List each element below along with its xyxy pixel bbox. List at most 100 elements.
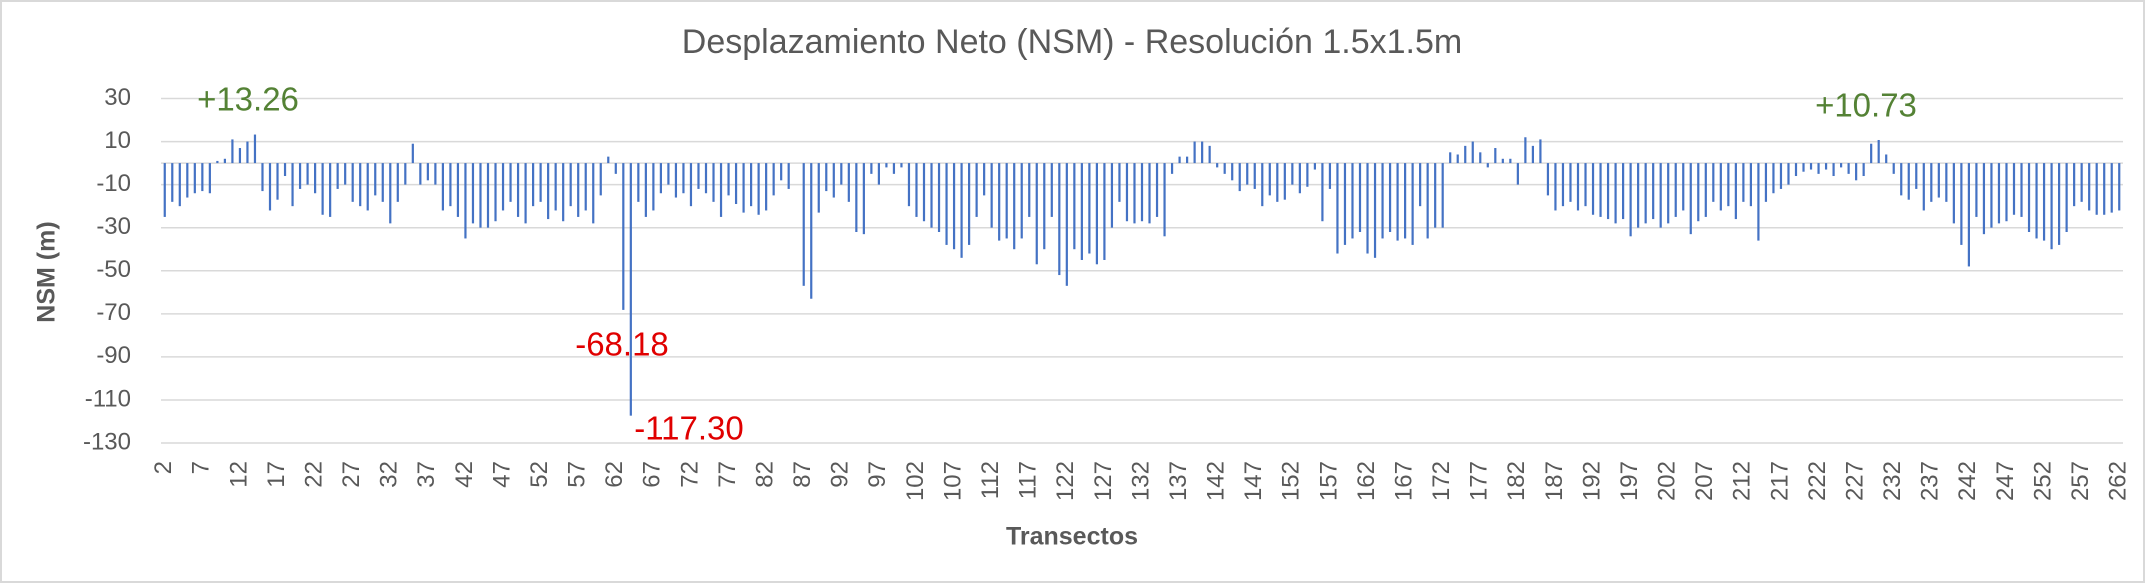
bar	[1599, 163, 1602, 217]
bar	[599, 163, 602, 196]
x-tick-label: 197	[1616, 461, 1643, 501]
bar	[952, 163, 956, 250]
x-tick-label: 107	[939, 461, 966, 501]
bar	[216, 160, 219, 164]
bar	[652, 163, 655, 211]
x-tick-label: 82	[751, 461, 778, 488]
bar	[359, 163, 362, 207]
bar	[231, 139, 234, 164]
bar	[577, 163, 580, 217]
bar	[171, 163, 174, 202]
x-tick-label: 142	[1203, 461, 1230, 501]
bar	[276, 163, 279, 200]
x-tick-label: 12	[225, 461, 252, 488]
bar	[1261, 163, 1264, 207]
bar	[291, 163, 294, 207]
bar	[2050, 163, 2053, 250]
annotation: +13.26	[197, 81, 299, 118]
bar	[1464, 145, 1467, 164]
bar	[1238, 163, 1241, 192]
bar	[1802, 163, 1805, 172]
bar	[1847, 163, 1850, 174]
bar	[1742, 163, 1745, 202]
bar	[1193, 141, 1196, 164]
bar	[1764, 163, 1768, 202]
bar	[1794, 163, 1798, 177]
bar	[1855, 163, 1858, 181]
bar	[1531, 145, 1534, 164]
bar	[1170, 163, 1174, 174]
bar	[381, 163, 384, 202]
bar	[892, 163, 896, 174]
bar	[1133, 163, 1136, 224]
bar	[396, 163, 399, 202]
bar	[1058, 163, 1061, 276]
bar	[1922, 163, 1925, 211]
bar	[329, 163, 332, 217]
bar	[1381, 163, 1384, 239]
x-tick-label: 207	[1691, 461, 1718, 501]
x-tick-label: 57	[564, 461, 591, 488]
x-tick-label: 227	[1841, 461, 1868, 501]
bar	[208, 163, 211, 194]
bar	[712, 163, 715, 202]
bar	[2058, 163, 2061, 245]
bar	[389, 163, 392, 224]
bar	[1945, 163, 1948, 202]
bar	[449, 163, 452, 207]
bar	[246, 141, 249, 164]
bar	[374, 163, 377, 196]
x-tick-label: 187	[1541, 461, 1568, 501]
x-tick-label: 112	[977, 461, 1004, 499]
bar	[1291, 163, 1294, 185]
bar	[1201, 141, 1204, 164]
bar	[1095, 163, 1098, 265]
bar	[464, 163, 467, 239]
bar	[419, 163, 422, 185]
bar	[998, 163, 1001, 241]
bar	[622, 163, 625, 310]
bar	[2065, 163, 2068, 232]
bar	[1253, 163, 1256, 189]
y-axis-title: NSM (m)	[33, 221, 61, 322]
bar	[1569, 163, 1572, 202]
y-tick-label: -130	[83, 428, 131, 455]
bar	[2005, 163, 2008, 222]
bar	[516, 163, 520, 217]
x-tick-label: 257	[2067, 461, 2094, 501]
bar	[1576, 163, 1580, 211]
bar	[855, 163, 858, 232]
bar	[1637, 163, 1640, 228]
x-tick-label: 172	[1428, 461, 1455, 501]
x-tick-label: 192	[1578, 461, 1605, 501]
bar	[486, 163, 490, 228]
bar	[1749, 163, 1752, 207]
bar	[2012, 163, 2016, 215]
bar	[1163, 163, 1166, 237]
bar	[727, 163, 730, 196]
bar	[817, 163, 820, 213]
bar	[1110, 163, 1114, 228]
x-tick-label: 27	[338, 461, 365, 488]
bar	[772, 163, 775, 196]
bar	[1644, 163, 1647, 224]
bar	[306, 163, 309, 185]
bar	[524, 163, 527, 224]
bar	[810, 163, 813, 299]
bar	[441, 163, 444, 211]
bar	[1667, 163, 1670, 224]
bar	[1501, 158, 1504, 164]
bar	[802, 163, 805, 286]
bar	[659, 163, 662, 194]
x-tick-label: 2	[150, 461, 177, 474]
bar	[426, 163, 429, 181]
bar	[283, 163, 287, 177]
bar	[674, 163, 678, 198]
bar	[2103, 163, 2106, 215]
x-tick-label: 87	[789, 461, 816, 488]
bar	[261, 163, 264, 192]
bar	[479, 163, 482, 228]
bar	[1734, 163, 1737, 220]
bar	[1456, 154, 1459, 164]
